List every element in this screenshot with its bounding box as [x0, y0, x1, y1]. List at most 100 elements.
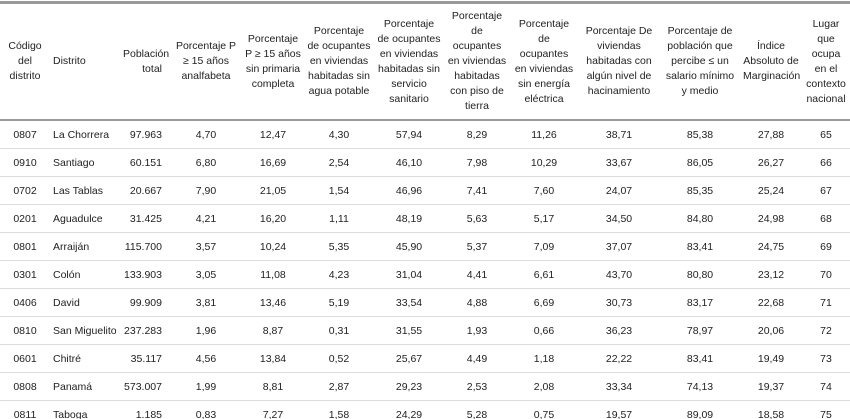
table-cell: 5,19 [328, 296, 350, 309]
table-cell: 0910 [13, 156, 37, 169]
table-cell: 83,41 [686, 352, 714, 365]
table-cell: 75 [820, 408, 832, 419]
table-cell: 0,31 [328, 324, 350, 337]
column-header: Población total [123, 47, 170, 75]
table-row: 0201 Aguadulce 31.425 4,21 16,20 1,11 48,19 5,6… [0, 204, 850, 233]
table-cell: 65 [820, 128, 832, 141]
table-cell: 133.903 [124, 268, 162, 281]
column-header: Índice Absoluto de Marginación [743, 40, 801, 82]
table-cell: 12,47 [259, 128, 287, 141]
table-cell: 0,83 [195, 408, 217, 419]
table-cell: 20,06 [757, 324, 785, 337]
table-cell: 83,17 [686, 296, 714, 309]
table-cell: 5,63 [466, 212, 488, 225]
table-cell: 73 [820, 352, 832, 365]
table-cell: 30,73 [605, 296, 633, 309]
table-cell: 26,27 [757, 156, 785, 169]
table-cell: 13,46 [259, 296, 287, 309]
table-cell: 45,90 [395, 240, 423, 253]
table-cell: 37,07 [605, 240, 633, 253]
table-cell: La Chorrera [53, 128, 110, 141]
table-row: 0301 Colón 133.903 3,05 11,08 4,23 31,04 4,41 6,… [0, 260, 850, 289]
table-cell: 25,24 [757, 184, 785, 197]
table-cell: 60.151 [129, 156, 162, 169]
table-cell: 3,81 [195, 296, 217, 309]
table-cell: David [53, 296, 80, 309]
column-header: Porcentaje de ocupantes en viviendas hab… [447, 10, 507, 112]
table-cell: 7,09 [533, 240, 555, 253]
table-cell: 46,10 [395, 156, 423, 169]
table-cell: 31,04 [395, 268, 423, 281]
table-cell: 71 [820, 296, 832, 309]
table-cell: 0301 [13, 268, 37, 281]
table-cell: 0201 [13, 212, 37, 225]
table-cell: Colón [53, 268, 81, 281]
table-cell: 4,56 [195, 352, 217, 365]
table-cell: 7,41 [466, 184, 488, 197]
column-header: Porcentaje P ≥ 15 años analfabeta [175, 40, 237, 82]
table-cell: 19,57 [605, 408, 633, 419]
table-cell: 29,23 [395, 380, 423, 393]
table-cell: 22,68 [757, 296, 785, 309]
table-cell: 6,61 [533, 268, 555, 281]
table-row: 0910 Santiago 60.151 6,80 16,69 2,54 46,10 7,98… [0, 148, 850, 177]
table-cell: 7,27 [262, 408, 284, 419]
table-cell: 1,18 [533, 352, 555, 365]
table-cell: 4,88 [466, 296, 488, 309]
table-cell: 2,87 [328, 380, 350, 393]
table-cell: 2,53 [466, 380, 488, 393]
column-header: Porcentaje de población que percibe ≤ un… [665, 25, 735, 97]
table-cell: 1,99 [195, 380, 217, 393]
table-cell: 43,70 [605, 268, 633, 281]
table-cell: 3,57 [195, 240, 217, 253]
table-cell: 97.963 [129, 128, 162, 141]
table-cell: 8,87 [262, 324, 284, 337]
table-cell: 10,24 [259, 240, 287, 253]
table-cell: 5,17 [533, 212, 555, 225]
table-cell: 23,12 [757, 268, 785, 281]
table-cell: 84,80 [686, 212, 714, 225]
table-header: Código del distrito Distrito Población tot… [0, 2, 850, 120]
table-cell: 78,97 [686, 324, 714, 337]
table-cell: Las Tablas [53, 184, 104, 197]
table-cell: 85,38 [686, 128, 714, 141]
table-cell: 0,75 [533, 408, 555, 419]
table-cell: 33,34 [605, 380, 633, 393]
table-cell: Taboga [53, 408, 88, 419]
table-cell: 0810 [13, 324, 37, 337]
table-cell: 24,29 [395, 408, 423, 419]
table-cell: 25,67 [395, 352, 423, 365]
table-cell: 7,98 [466, 156, 488, 169]
table-cell: 35.117 [130, 352, 162, 365]
table-cell: 7,60 [533, 184, 555, 197]
column-header: Porcentaje P ≥ 15 años sin primaria comp… [245, 32, 301, 90]
table-cell: 83,41 [686, 240, 714, 253]
table-cell: 70 [820, 268, 832, 281]
table-cell: Panamá [53, 380, 93, 393]
table-cell: 4,49 [466, 352, 488, 365]
table-cell: 21,05 [259, 184, 287, 197]
table-cell: 1,58 [328, 408, 350, 419]
table-cell: 2,08 [533, 380, 555, 393]
table-cell: Santiago [53, 156, 95, 169]
table-row: 0811 Taboga 1.185 0,83 7,27 1,58 24,29 5,28 0,75… [0, 400, 850, 419]
table-cell: 66 [820, 156, 832, 169]
column-header: Porcentaje de ocupantes en viviendas hab… [307, 25, 371, 97]
table-row: 0810 San Miguelito 237.283 1,96 8,87 0,31 31,5… [0, 316, 850, 345]
table-cell: 10,29 [530, 156, 558, 169]
table-row: 0807 La Chorrera 97.963 4,70 12,47 4,30 57,94 8… [0, 120, 850, 149]
table-cell: 57,94 [395, 128, 423, 141]
table-cell: 11,26 [531, 128, 557, 141]
table-cell: 31.425 [129, 212, 162, 225]
table-cell: 4,41 [466, 268, 488, 281]
table-cell: 1,93 [466, 324, 488, 337]
table-cell: 27,88 [757, 128, 785, 141]
column-header: Lugar que ocupa en el contexto nacional [806, 17, 846, 105]
table-cell: 89,09 [686, 408, 714, 419]
table-cell: 19,37 [757, 380, 785, 393]
column-header: Porcentaje de ocupantes en viviendas sin… [514, 17, 574, 105]
table-cell: 31,55 [395, 324, 423, 337]
table-cell: 1,96 [195, 324, 217, 337]
table-cell: 573.007 [124, 380, 162, 393]
